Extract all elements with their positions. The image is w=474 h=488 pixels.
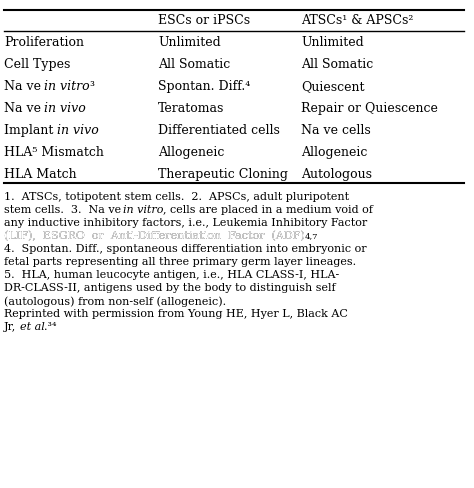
Text: et al: et al (19, 321, 44, 331)
Text: All Somatic: All Somatic (301, 58, 374, 71)
Text: fetal parts representing all three primary germ layer lineages.: fetal parts representing all three prima… (4, 257, 356, 266)
Text: ATSCs¹ & APSCs²: ATSCs¹ & APSCs² (301, 14, 414, 27)
Text: in vivo: in vivo (57, 124, 99, 137)
Text: in vitro: in vitro (123, 204, 164, 215)
Text: ESCs or iPSCs: ESCs or iPSCs (158, 14, 250, 27)
Text: 4.  Spontan. Diff., spontaneous differentiation into embryonic or: 4. Spontan. Diff., spontaneous different… (4, 244, 366, 253)
Text: HLA⁵ Mismatch: HLA⁵ Mismatch (4, 146, 104, 159)
Text: Differentiated cells: Differentiated cells (158, 124, 280, 137)
Text: .³⁴: .³⁴ (44, 321, 56, 331)
Text: 5.  HLA, human leucocyte antigen, i.e., HLA CLASS-I, HLA-: 5. HLA, human leucocyte antigen, i.e., H… (4, 269, 339, 280)
Text: (LIF),  ESGRO  or  Anti-Differentiation  Factor  (ADF).: (LIF), ESGRO or Anti-Differentiation Fac… (4, 230, 308, 241)
Text: Repair or Quiescence: Repair or Quiescence (301, 102, 438, 115)
Text: All Somatic: All Somatic (158, 58, 230, 71)
Text: Quiescent: Quiescent (301, 80, 365, 93)
Text: Cell Types: Cell Types (4, 58, 70, 71)
Text: HLA Match: HLA Match (4, 168, 77, 181)
Text: Allogeneic: Allogeneic (301, 146, 367, 159)
Text: ³: ³ (90, 80, 94, 93)
Text: Therapeutic Cloning: Therapeutic Cloning (158, 168, 288, 181)
Text: Jr,: Jr, (4, 321, 20, 331)
Text: 4,7: 4,7 (304, 231, 318, 240)
Text: Reprinted with permission from Young HE, Hyer L, Black AC: Reprinted with permission from Young HE,… (4, 308, 348, 318)
Text: Teratomas: Teratomas (158, 102, 224, 115)
Text: Na ve: Na ve (4, 102, 45, 115)
Text: in vitro: in vitro (45, 80, 90, 93)
Text: in vivo: in vivo (45, 102, 86, 115)
Text: any inductive inhibitory factors, i.e., Leukemia Inhibitory Factor: any inductive inhibitory factors, i.e., … (4, 218, 367, 227)
Text: 1.  ATSCs, totipotent stem cells.  2.  APSCs, adult pluripotent: 1. ATSCs, totipotent stem cells. 2. APSC… (4, 192, 349, 202)
Text: Proliferation: Proliferation (4, 36, 84, 49)
Text: Spontan. Diff.⁴: Spontan. Diff.⁴ (158, 80, 250, 93)
Text: Implant: Implant (4, 124, 57, 137)
Text: Allogeneic: Allogeneic (158, 146, 224, 159)
Text: , cells are placed in a medium void of: , cells are placed in a medium void of (163, 204, 373, 215)
Text: Autologous: Autologous (301, 168, 372, 181)
Text: stem cells.  3.  Na ve: stem cells. 3. Na ve (4, 204, 125, 215)
Text: Na ve cells: Na ve cells (301, 124, 371, 137)
Text: Na ve: Na ve (4, 80, 45, 93)
Text: DR-CLASS-II, antigens used by the body to distinguish self: DR-CLASS-II, antigens used by the body t… (4, 283, 336, 292)
Text: (LIF),  ESGRO  or  Anti-Differentiation  Factor  (ADF).: (LIF), ESGRO or Anti-Differentiation Fac… (4, 230, 308, 241)
Text: Unlimited: Unlimited (301, 36, 364, 49)
Text: (autologous) from non-self (allogeneic).: (autologous) from non-self (allogeneic). (4, 295, 226, 306)
Text: Unlimited: Unlimited (158, 36, 221, 49)
